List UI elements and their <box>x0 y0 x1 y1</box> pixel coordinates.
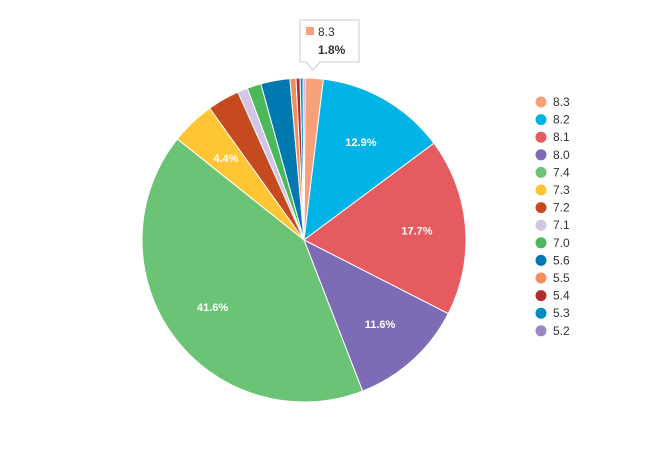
legend-marker-8-1[interactable] <box>535 131 547 143</box>
tooltip-swatch <box>306 27 314 35</box>
legend-marker-5-3[interactable] <box>535 307 547 319</box>
legend-label-5-3[interactable]: 5.3 <box>553 306 570 320</box>
tooltip-value: 1.8% <box>318 43 346 57</box>
legend-marker-8-3[interactable] <box>535 96 547 108</box>
data-label-7-3: 4.4% <box>213 153 238 165</box>
tooltip-box <box>299 19 360 71</box>
legend-marker-7-1[interactable] <box>535 219 547 231</box>
legend-label-8-3[interactable]: 8.3 <box>553 95 570 109</box>
legend-label-8-2[interactable]: 8.2 <box>553 113 570 127</box>
tooltip: 8.3 1.8% <box>299 19 360 71</box>
pie-slices <box>141 77 467 403</box>
data-label-8-0: 11.6% <box>365 319 396 331</box>
legend-label-8-0[interactable]: 8.0 <box>553 148 570 162</box>
data-label-7-4: 41.6% <box>197 302 228 314</box>
legend-marker-8-0[interactable] <box>535 149 547 161</box>
pie-slice-5-2[interactable] <box>302 77 306 241</box>
legend-label-7-4[interactable]: 7.4 <box>553 165 570 179</box>
legend-label-5-2[interactable]: 5.2 <box>553 324 570 338</box>
legend-marker-5-6[interactable] <box>535 254 547 266</box>
legend-marker-5-2[interactable] <box>535 325 547 337</box>
legend-label-8-1[interactable]: 8.1 <box>553 130 570 144</box>
legend: 8.3 8.2 8.1 8.0 7.4 7.3 7.2 7.1 7.0 5.6 5.5 5.4 5.3 5… <box>535 95 570 338</box>
legend-marker-8-2[interactable] <box>535 114 547 126</box>
tooltip-category: 8.3 <box>318 25 335 39</box>
legend-label-7-0[interactable]: 7.0 <box>553 236 570 250</box>
pie-data-labels: 12.9% 17.7% 11.6% 41.6% 4.4% <box>197 137 433 331</box>
legend-label-5-6[interactable]: 5.6 <box>553 253 570 267</box>
legend-marker-5-5[interactable] <box>535 272 547 284</box>
legend-marker-7-3[interactable] <box>535 184 547 196</box>
legend-marker-7-0[interactable] <box>535 237 547 249</box>
pie-slice-8-1[interactable] <box>303 142 467 315</box>
legend-marker-7-2[interactable] <box>535 202 547 214</box>
pie-slice-8-0[interactable] <box>303 238 449 392</box>
legend-label-7-1[interactable]: 7.1 <box>553 218 570 232</box>
data-label-8-2: 12.9% <box>345 137 376 149</box>
data-label-8-1: 17.7% <box>401 226 432 238</box>
pie-slice-8-2[interactable] <box>303 78 435 242</box>
legend-marker-7-4[interactable] <box>535 166 547 178</box>
legend-label-7-2[interactable]: 7.2 <box>553 201 570 215</box>
pie-slice-7-4[interactable] <box>141 138 364 403</box>
legend-label-5-5[interactable]: 5.5 <box>553 271 570 285</box>
legend-marker-5-4[interactable] <box>535 290 547 302</box>
legend-label-5-4[interactable]: 5.4 <box>553 289 570 303</box>
legend-label-7-3[interactable]: 7.3 <box>553 183 570 197</box>
